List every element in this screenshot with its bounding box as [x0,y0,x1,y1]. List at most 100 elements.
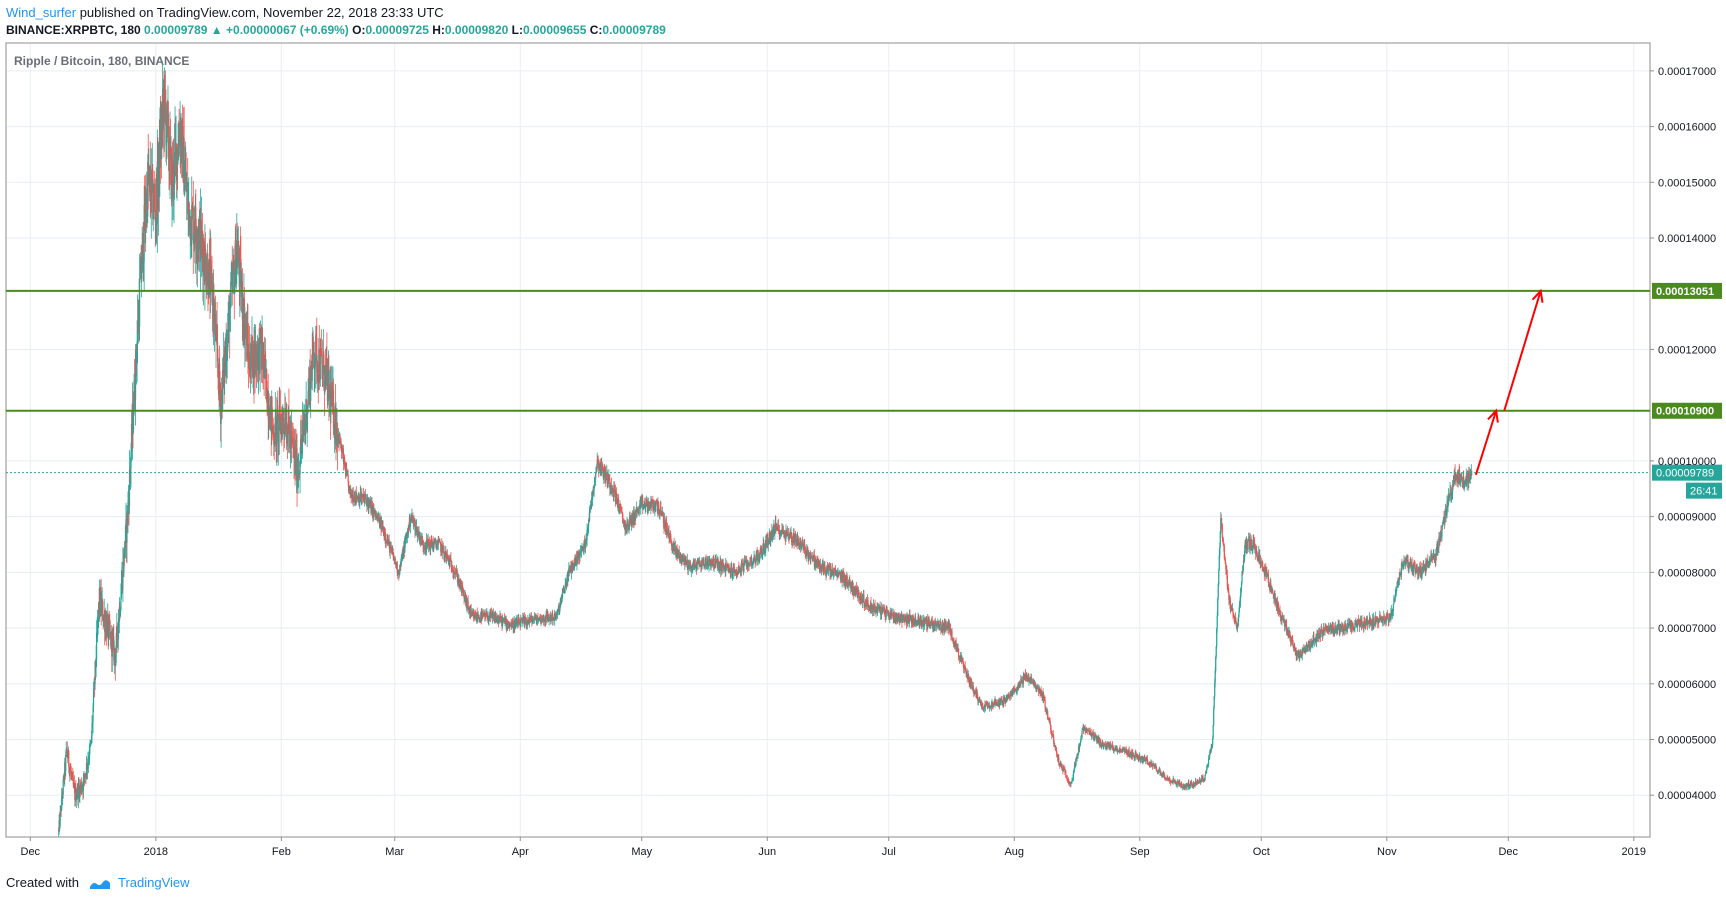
candle-body [1228,592,1230,600]
candle-body [141,243,143,273]
candle-body [320,353,322,356]
candle-body [240,289,242,298]
candle-body [191,205,193,210]
candle-body [119,609,121,616]
candle-body [211,274,213,303]
candle-body [130,423,133,453]
candle-body [996,705,999,707]
candle-body [314,361,316,366]
author-link[interactable]: Wind_surfer [6,5,77,20]
candle-body [184,173,186,185]
candle-body [1295,648,1297,652]
candle-body [1212,725,1214,739]
candle-body [1130,751,1132,757]
candle-body [1121,748,1124,752]
candle-body [1284,624,1286,627]
candle-body [1083,727,1085,731]
candle-body [458,578,460,584]
candle-body [807,547,809,555]
publish-header: Wind_surfer published on TradingView.com… [6,4,444,22]
candle-body [1021,679,1023,681]
candle-body [1237,616,1240,622]
candle-body [751,563,754,566]
candle-body [1217,584,1219,599]
candle-body [228,307,230,326]
candle-body [569,566,571,572]
candle-body [1028,678,1031,679]
candle-body [1227,587,1229,593]
candle-body [463,591,465,599]
candle-body [787,534,790,537]
candle-body [927,619,929,628]
candle-body [687,567,689,570]
candle-body [230,281,232,308]
candle-body [580,547,583,552]
candle-body [1189,785,1191,787]
candle-body [1297,651,1299,657]
candle-body [134,349,137,400]
candle-body [1218,555,1220,571]
candle-body [929,624,931,628]
candle-body [382,527,385,536]
candle-body [1298,654,1300,657]
candle-body [871,604,873,606]
candle-body [1216,628,1218,647]
candle-body [120,586,123,599]
candle-body [924,622,926,626]
candle-body [939,623,941,626]
candle-body [1240,581,1243,588]
candle-body [1281,617,1283,620]
candle-body [153,191,155,211]
candle-body [1204,772,1207,776]
candle-body [1022,683,1024,684]
candle-body [210,265,213,275]
candle-body [92,690,95,707]
candle-body [688,562,690,568]
candle-body [410,517,412,523]
candle-body [1224,559,1226,564]
candle-body [92,706,94,722]
candle-body [977,698,979,701]
candle-body [290,430,293,446]
candle-body [525,619,527,622]
up-triangle-icon: ▲ [210,23,223,37]
candle-body [1235,622,1238,628]
candle-body [999,702,1001,706]
candle-body [89,745,91,747]
candle-body [1200,780,1202,782]
candle-body [527,619,529,623]
candle-body [1050,724,1052,730]
candle-body [181,124,183,157]
candle-body [252,376,254,378]
candle-body [1167,777,1169,779]
candle-body [1103,743,1105,746]
candle-body [1070,781,1073,783]
close-label: C: [589,23,603,37]
candle-body [971,682,973,689]
candle-body [227,325,229,330]
candle-body [1278,611,1280,613]
candle-body [392,551,394,557]
candle-body [1195,782,1198,784]
candle-body [260,327,262,345]
candle-body [827,569,829,571]
candle-body [559,604,561,613]
candle-body [149,169,151,173]
candle-body [115,652,117,666]
candle-body [519,623,521,624]
candle-body [868,606,871,610]
candle-body [717,559,719,562]
candle-body [364,495,366,498]
candle-body [1306,647,1308,650]
candle-body [483,612,485,614]
candle-body [430,539,432,542]
candle-body [72,777,74,785]
candle-body [1209,754,1211,759]
candle-body [694,560,696,565]
candle-body [653,503,655,507]
candle-body [599,465,601,467]
close-value: 0.00009789 [602,23,666,37]
candle-body [976,692,978,699]
candle-body [1085,732,1087,733]
